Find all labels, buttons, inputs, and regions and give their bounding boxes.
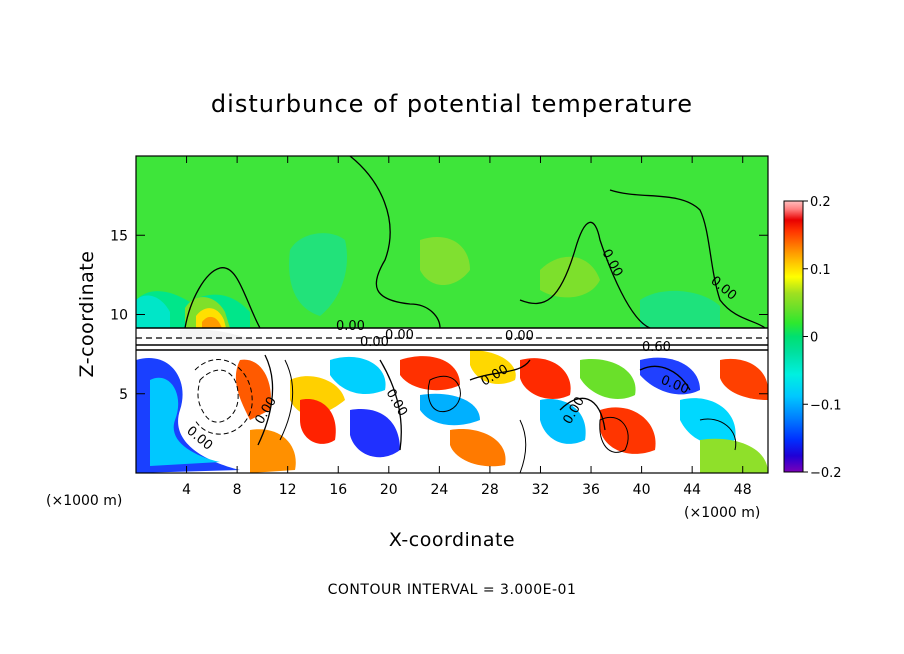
colorbar-tick-label: 0.1	[810, 263, 831, 278]
x-tick-label: 36	[582, 482, 600, 498]
x-tick-label: 28	[481, 482, 499, 498]
x-tick-label: 32	[532, 482, 550, 498]
x-tick-label: 12	[279, 482, 297, 498]
z-axis: 5 10 15	[110, 228, 768, 403]
contour-interval-note: CONTOUR INTERVAL = 3.000E-01	[328, 582, 577, 598]
contour-label: 0.00	[505, 329, 534, 344]
x-tick-label: 16	[329, 482, 347, 498]
colorbar: 0.2 0.1 0 −0.1 −0.2	[783, 195, 842, 481]
z-axis-title: Z-coordinate	[76, 251, 98, 378]
x-tick-label: 44	[683, 482, 701, 498]
colorbar-tick-label: −0.1	[810, 398, 842, 413]
z-tick-label: 10	[110, 308, 128, 324]
contour-label: 0.00	[385, 328, 414, 343]
x-axis: 4 8 12 16 20 24 28 32 36 40 44 48	[182, 156, 752, 498]
colorbar-ticks: 0.2 0.1 0 −0.1 −0.2	[803, 195, 842, 481]
x-tick-label: 8	[233, 482, 242, 498]
colorbar-tick-label: 0	[810, 331, 818, 346]
contour-lines	[136, 156, 768, 473]
contour-label: 0.60	[642, 340, 671, 355]
x-tick-label: 24	[430, 482, 448, 498]
x-tick-label: 4	[182, 482, 191, 498]
x-tick-label: 40	[633, 482, 651, 498]
z-tick-label: 5	[119, 387, 128, 403]
colorbar-tick-label: −0.2	[810, 466, 842, 481]
contour-label: 0.00	[360, 335, 389, 350]
z-tick-label: 15	[110, 228, 128, 244]
x-axis-unit-right: (×1000 m)	[684, 505, 760, 521]
colorbar-gradient	[783, 200, 804, 473]
contour-label: 0.00	[336, 319, 365, 334]
x-axis-unit-left: (×1000 m)	[46, 493, 122, 509]
x-tick-label: 20	[380, 482, 398, 498]
x-axis-title: X-coordinate	[389, 529, 515, 551]
chart-title: disturbunce of potential temperature	[211, 90, 693, 118]
colorbar-tick-label: 0.2	[810, 195, 831, 210]
x-tick-label: 48	[734, 482, 752, 498]
heatmap-field	[136, 156, 768, 473]
